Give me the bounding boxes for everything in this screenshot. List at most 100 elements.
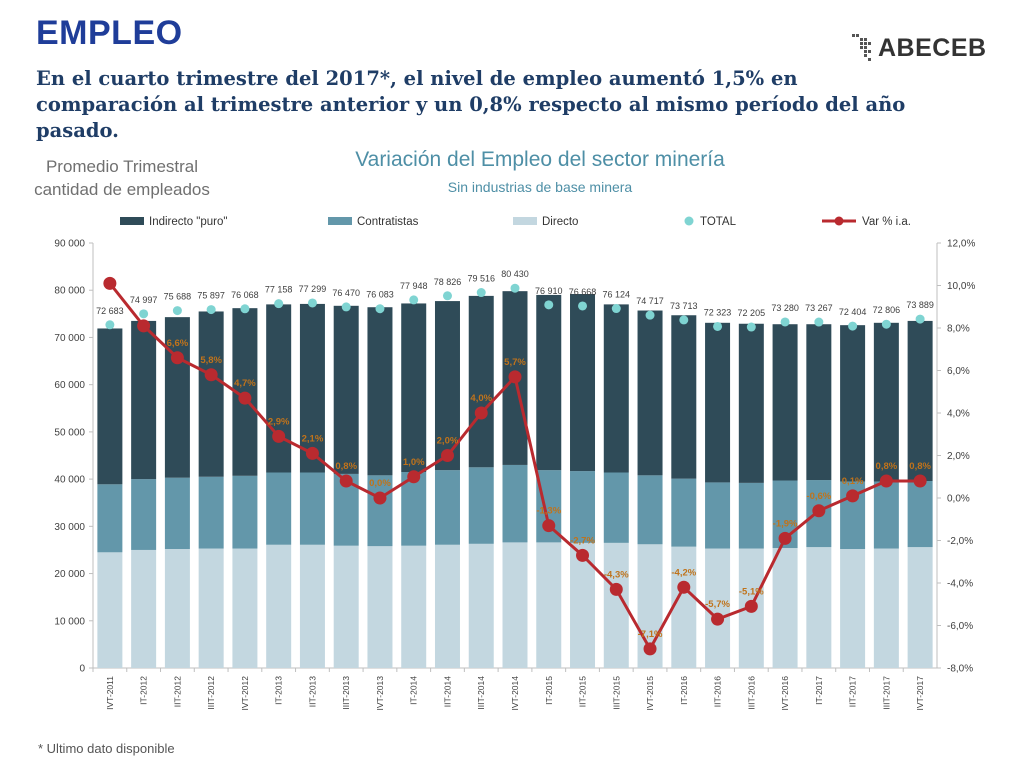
total-label: 74 997 <box>130 295 158 305</box>
var-label: 2,0% <box>437 436 459 447</box>
side-note-line1: Promedio Trimestral <box>45 157 199 176</box>
bar-indirecto <box>299 303 325 473</box>
bar-directo <box>198 548 224 668</box>
x-tick-label: IVT-2014 <box>510 676 520 711</box>
bar-indirecto <box>705 322 731 483</box>
total-marker <box>578 301 588 311</box>
bar-indirecto <box>333 305 359 474</box>
var-label: 0,1% <box>842 476 864 487</box>
legend-swatch <box>328 217 352 225</box>
bar-contratistas <box>502 464 528 543</box>
var-label: 0,0% <box>369 478 391 489</box>
bar-contratistas <box>164 477 190 549</box>
var-label: -2,7% <box>570 535 595 546</box>
bar-indirecto <box>131 320 157 480</box>
bar-indirecto <box>468 295 494 468</box>
y2-tick-label: -6,0% <box>947 621 973 632</box>
var-label: 0,8% <box>876 461 898 472</box>
bar-directo <box>367 546 393 668</box>
bar-indirecto <box>772 324 798 481</box>
x-tick-label: IIT-2016 <box>713 676 723 707</box>
bar-directo <box>806 547 832 668</box>
total-label: 72 404 <box>839 307 867 317</box>
bar-contratistas <box>131 479 157 550</box>
total-label: 73 713 <box>670 301 698 311</box>
var-label: 6,6% <box>167 338 189 349</box>
bar-indirecto <box>840 325 866 482</box>
var-marker <box>474 406 488 420</box>
legend-swatch-marker <box>834 216 844 226</box>
total-marker <box>206 305 216 315</box>
headline-text: En el cuarto trimestre del 2017*, el niv… <box>36 67 906 142</box>
bar-indirecto <box>671 315 697 479</box>
bar-contratistas <box>907 481 933 548</box>
bar-indirecto <box>401 303 427 473</box>
bar-directo <box>468 543 494 668</box>
bar-contratistas <box>97 484 123 553</box>
logo-map-icon <box>852 34 871 61</box>
bar-indirecto <box>570 294 596 472</box>
var-label: 2,1% <box>302 433 324 444</box>
var-label: 4,7% <box>234 378 256 389</box>
bar-directo <box>333 545 359 668</box>
var-label: -4,3% <box>604 569 629 580</box>
bar-indirecto <box>907 320 933 481</box>
x-tick-label: IIIT-2012 <box>206 676 216 710</box>
total-label: 76 910 <box>535 286 563 296</box>
x-tick-label: IVT-2012 <box>240 676 250 711</box>
bar-directo <box>232 548 258 668</box>
bar-directo <box>401 545 427 668</box>
total-marker <box>172 306 182 316</box>
bar-indirecto <box>164 317 190 478</box>
x-tick-label: IIIT-2013 <box>341 676 351 710</box>
x-tick-label: IVT-2015 <box>645 676 655 711</box>
y2-tick-label: 10,0% <box>947 281 975 292</box>
legend-swatch <box>684 216 694 226</box>
var-marker <box>339 474 353 488</box>
total-label: 76 083 <box>366 290 394 300</box>
x-tick-label: IIIT-2015 <box>611 676 621 710</box>
page-title: EMPLEO <box>36 14 183 52</box>
var-label: -0,6% <box>806 491 831 502</box>
total-label: 77 948 <box>400 281 428 291</box>
var-marker <box>305 446 319 460</box>
logo-text: ABECEB <box>878 33 987 62</box>
bar-directo <box>299 544 325 668</box>
bar-contratistas <box>434 470 460 545</box>
total-label: 72 683 <box>96 306 124 316</box>
y2-tick-label: 0,0% <box>947 494 970 505</box>
x-tick-label: IIT-2017 <box>848 676 858 707</box>
total-marker <box>814 317 824 327</box>
total-label: 72 806 <box>873 305 901 315</box>
var-marker <box>204 368 218 382</box>
var-label: 5,8% <box>200 355 222 366</box>
bar-indirecto <box>738 323 764 483</box>
x-tick-label: IVT-2011 <box>105 676 115 710</box>
y2-tick-label: 4,0% <box>947 409 970 420</box>
legend-label: Directo <box>542 216 578 228</box>
y-tick-label: 30 000 <box>54 522 85 533</box>
var-marker <box>744 599 758 613</box>
total-label: 76 068 <box>231 290 259 300</box>
total-marker <box>915 314 925 324</box>
total-marker <box>375 304 385 314</box>
bar-contratistas <box>266 472 292 545</box>
var-marker <box>711 612 725 626</box>
y-tick-label: 20 000 <box>54 569 85 580</box>
bar-directo <box>671 546 697 668</box>
var-marker <box>913 474 927 488</box>
x-tick-label: IT-2013 <box>274 676 284 705</box>
legend-swatch <box>513 217 537 225</box>
var-label: -4,2% <box>671 567 696 578</box>
x-tick-label: IVT-2017 <box>915 676 925 711</box>
bar-indirecto <box>873 322 899 482</box>
total-marker <box>510 283 520 293</box>
var-marker <box>778 531 792 545</box>
var-marker <box>440 449 454 462</box>
bar-directo <box>536 542 562 668</box>
total-label: 73 280 <box>771 303 799 313</box>
var-marker <box>846 489 860 503</box>
bar-contratistas <box>705 482 731 549</box>
y2-tick-label: 12,0% <box>947 239 975 250</box>
